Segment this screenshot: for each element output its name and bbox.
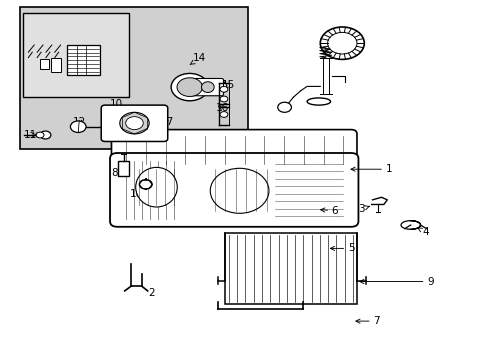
Circle shape <box>120 112 149 134</box>
Circle shape <box>220 96 227 102</box>
Text: 13: 13 <box>65 45 79 55</box>
Circle shape <box>70 121 86 132</box>
Text: 11: 11 <box>23 130 41 140</box>
Ellipse shape <box>201 82 214 93</box>
Text: 14: 14 <box>190 53 206 64</box>
Bar <box>20 7 248 149</box>
Text: 3: 3 <box>358 204 368 214</box>
Text: 17: 17 <box>160 117 174 127</box>
FancyBboxPatch shape <box>101 105 167 141</box>
Bar <box>51 58 61 72</box>
Text: 10: 10 <box>110 99 122 109</box>
Text: 2: 2 <box>148 288 155 298</box>
Text: 16: 16 <box>215 103 229 113</box>
Text: 8: 8 <box>111 168 124 178</box>
Circle shape <box>220 112 227 117</box>
FancyBboxPatch shape <box>191 78 223 96</box>
Text: 12: 12 <box>73 117 86 127</box>
Ellipse shape <box>136 167 177 207</box>
FancyBboxPatch shape <box>110 153 358 227</box>
Ellipse shape <box>205 81 216 93</box>
Ellipse shape <box>306 98 330 105</box>
Text: 5: 5 <box>330 243 354 253</box>
Circle shape <box>220 86 227 92</box>
Circle shape <box>36 132 44 138</box>
Circle shape <box>40 131 51 139</box>
Bar <box>23 13 128 97</box>
Text: 15: 15 <box>219 80 235 90</box>
Bar <box>40 59 49 69</box>
Bar <box>224 233 356 304</box>
Text: 4: 4 <box>417 227 428 237</box>
Circle shape <box>125 117 143 130</box>
Text: 9: 9 <box>359 276 433 287</box>
Bar <box>66 45 100 75</box>
Circle shape <box>277 102 291 112</box>
FancyBboxPatch shape <box>111 130 356 170</box>
Text: 7: 7 <box>355 316 379 326</box>
Circle shape <box>327 32 356 54</box>
Ellipse shape <box>216 81 226 93</box>
Circle shape <box>139 180 152 189</box>
Text: 6: 6 <box>320 206 338 216</box>
Text: 18: 18 <box>129 189 142 199</box>
Text: 1: 1 <box>350 164 391 174</box>
Circle shape <box>171 73 208 101</box>
Circle shape <box>320 27 364 59</box>
Ellipse shape <box>210 168 268 213</box>
Bar <box>118 161 129 176</box>
Circle shape <box>177 78 202 96</box>
